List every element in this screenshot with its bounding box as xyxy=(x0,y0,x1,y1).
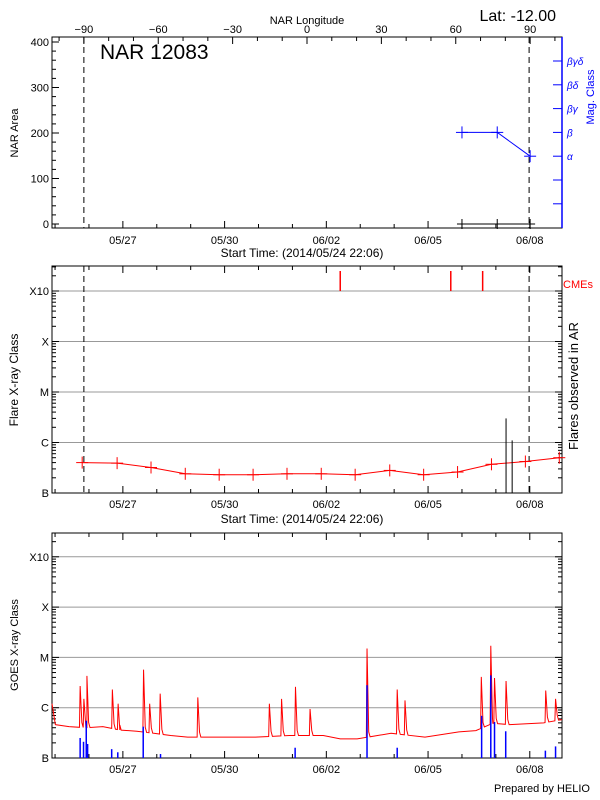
x-tick-label: 05/27 xyxy=(109,235,137,247)
x-tick-label: 05/30 xyxy=(211,499,239,511)
x-tick-label: 06/05 xyxy=(414,764,442,776)
top-axis-title: NAR Longitude xyxy=(270,15,345,27)
latitude-label: Lat: -12.00 xyxy=(480,8,557,25)
mag-class-tick-label: βγ xyxy=(566,105,579,116)
y-tick-label: C xyxy=(41,703,49,715)
y-tick-label: X10 xyxy=(29,552,49,564)
y-tick-label: 0 xyxy=(43,219,49,231)
longitude-tick-label: −90 xyxy=(75,24,94,36)
longitude-tick-label: 0 xyxy=(304,24,310,36)
y-tick-label: 100 xyxy=(31,174,49,186)
plot-frame xyxy=(51,265,563,494)
y-tick-label: 300 xyxy=(31,83,49,95)
panel2-xlabel: Start Time: (2014/05/24 22:06) xyxy=(221,512,384,526)
longitude-tick-label: −60 xyxy=(149,24,168,36)
x-tick-label: 05/30 xyxy=(211,764,239,776)
goes-xray-flux-line xyxy=(51,645,563,740)
mag-class-tick-label: βδ xyxy=(566,81,579,92)
longitude-tick-label: 30 xyxy=(375,24,387,36)
y-tick-label: B xyxy=(42,753,49,765)
panel1-xlabel: Start Time: (2014/05/24 22:06) xyxy=(221,246,384,260)
x-tick-label: 05/27 xyxy=(109,764,137,776)
x-tick-label: 06/02 xyxy=(313,764,341,776)
y-tick-label: 400 xyxy=(31,37,49,49)
plot-frame xyxy=(51,532,563,759)
x-tick-label: 06/05 xyxy=(414,499,442,511)
panel-flare-class: B C M X X10 05/27 05/30 06/02 06/05 06/08 xyxy=(29,265,566,511)
longitude-tick-label: −30 xyxy=(223,24,242,36)
mag-class-tick-label: α xyxy=(567,152,573,163)
longitude-tick-label: 90 xyxy=(524,24,536,36)
panel-nar-area: 05/27 05/30 06/02 06/05 06/08 −90 −60 −30 0 30 60 9… xyxy=(31,24,584,247)
panel-goes-xray: B C M X X10 05/27 05/30 06/02 06/05 06/08 xyxy=(29,532,563,776)
x-tick-label: 06/08 xyxy=(516,499,544,511)
chart-title: NAR 12083 xyxy=(100,41,209,64)
x-tick-label: 06/02 xyxy=(313,499,341,511)
mag-class-axis-label: Mag. Class xyxy=(585,69,597,125)
panel1-ylabel: NAR Area xyxy=(9,108,21,158)
x-tick-label: 06/02 xyxy=(313,235,341,247)
flares-in-ar-axis-label: Flares observed in AR xyxy=(566,322,581,450)
y-tick-label: M xyxy=(40,387,49,399)
y-tick-label: X xyxy=(42,337,50,349)
flare-background-line xyxy=(82,457,560,476)
y-tick-label: B xyxy=(42,488,49,500)
x-tick-label: 06/05 xyxy=(414,235,442,247)
x-tick-label: 05/27 xyxy=(109,499,137,511)
y-tick-label: 200 xyxy=(31,128,49,140)
panel3-ylabel: GOES X-ray Class xyxy=(9,599,21,691)
x-tick-label: 05/30 xyxy=(211,235,239,247)
mag-class-series-line xyxy=(461,131,531,157)
panel2-ylabel: Flare X-ray Class xyxy=(7,334,21,427)
y-tick-label: X10 xyxy=(29,286,49,298)
mag-class-tick-label: β xyxy=(566,128,573,139)
x-tick-label: 06/08 xyxy=(516,764,544,776)
y-tick-label: X xyxy=(42,602,50,614)
x-tick-label: 06/08 xyxy=(516,235,544,247)
cme-label: CMEs xyxy=(563,279,593,291)
y-tick-label: C xyxy=(41,438,49,450)
longitude-tick-label: 60 xyxy=(450,24,462,36)
footer-credit: Prepared by HELIO xyxy=(494,783,590,795)
y-tick-label: M xyxy=(40,652,49,664)
mag-class-tick-label: βγδ xyxy=(566,57,584,68)
